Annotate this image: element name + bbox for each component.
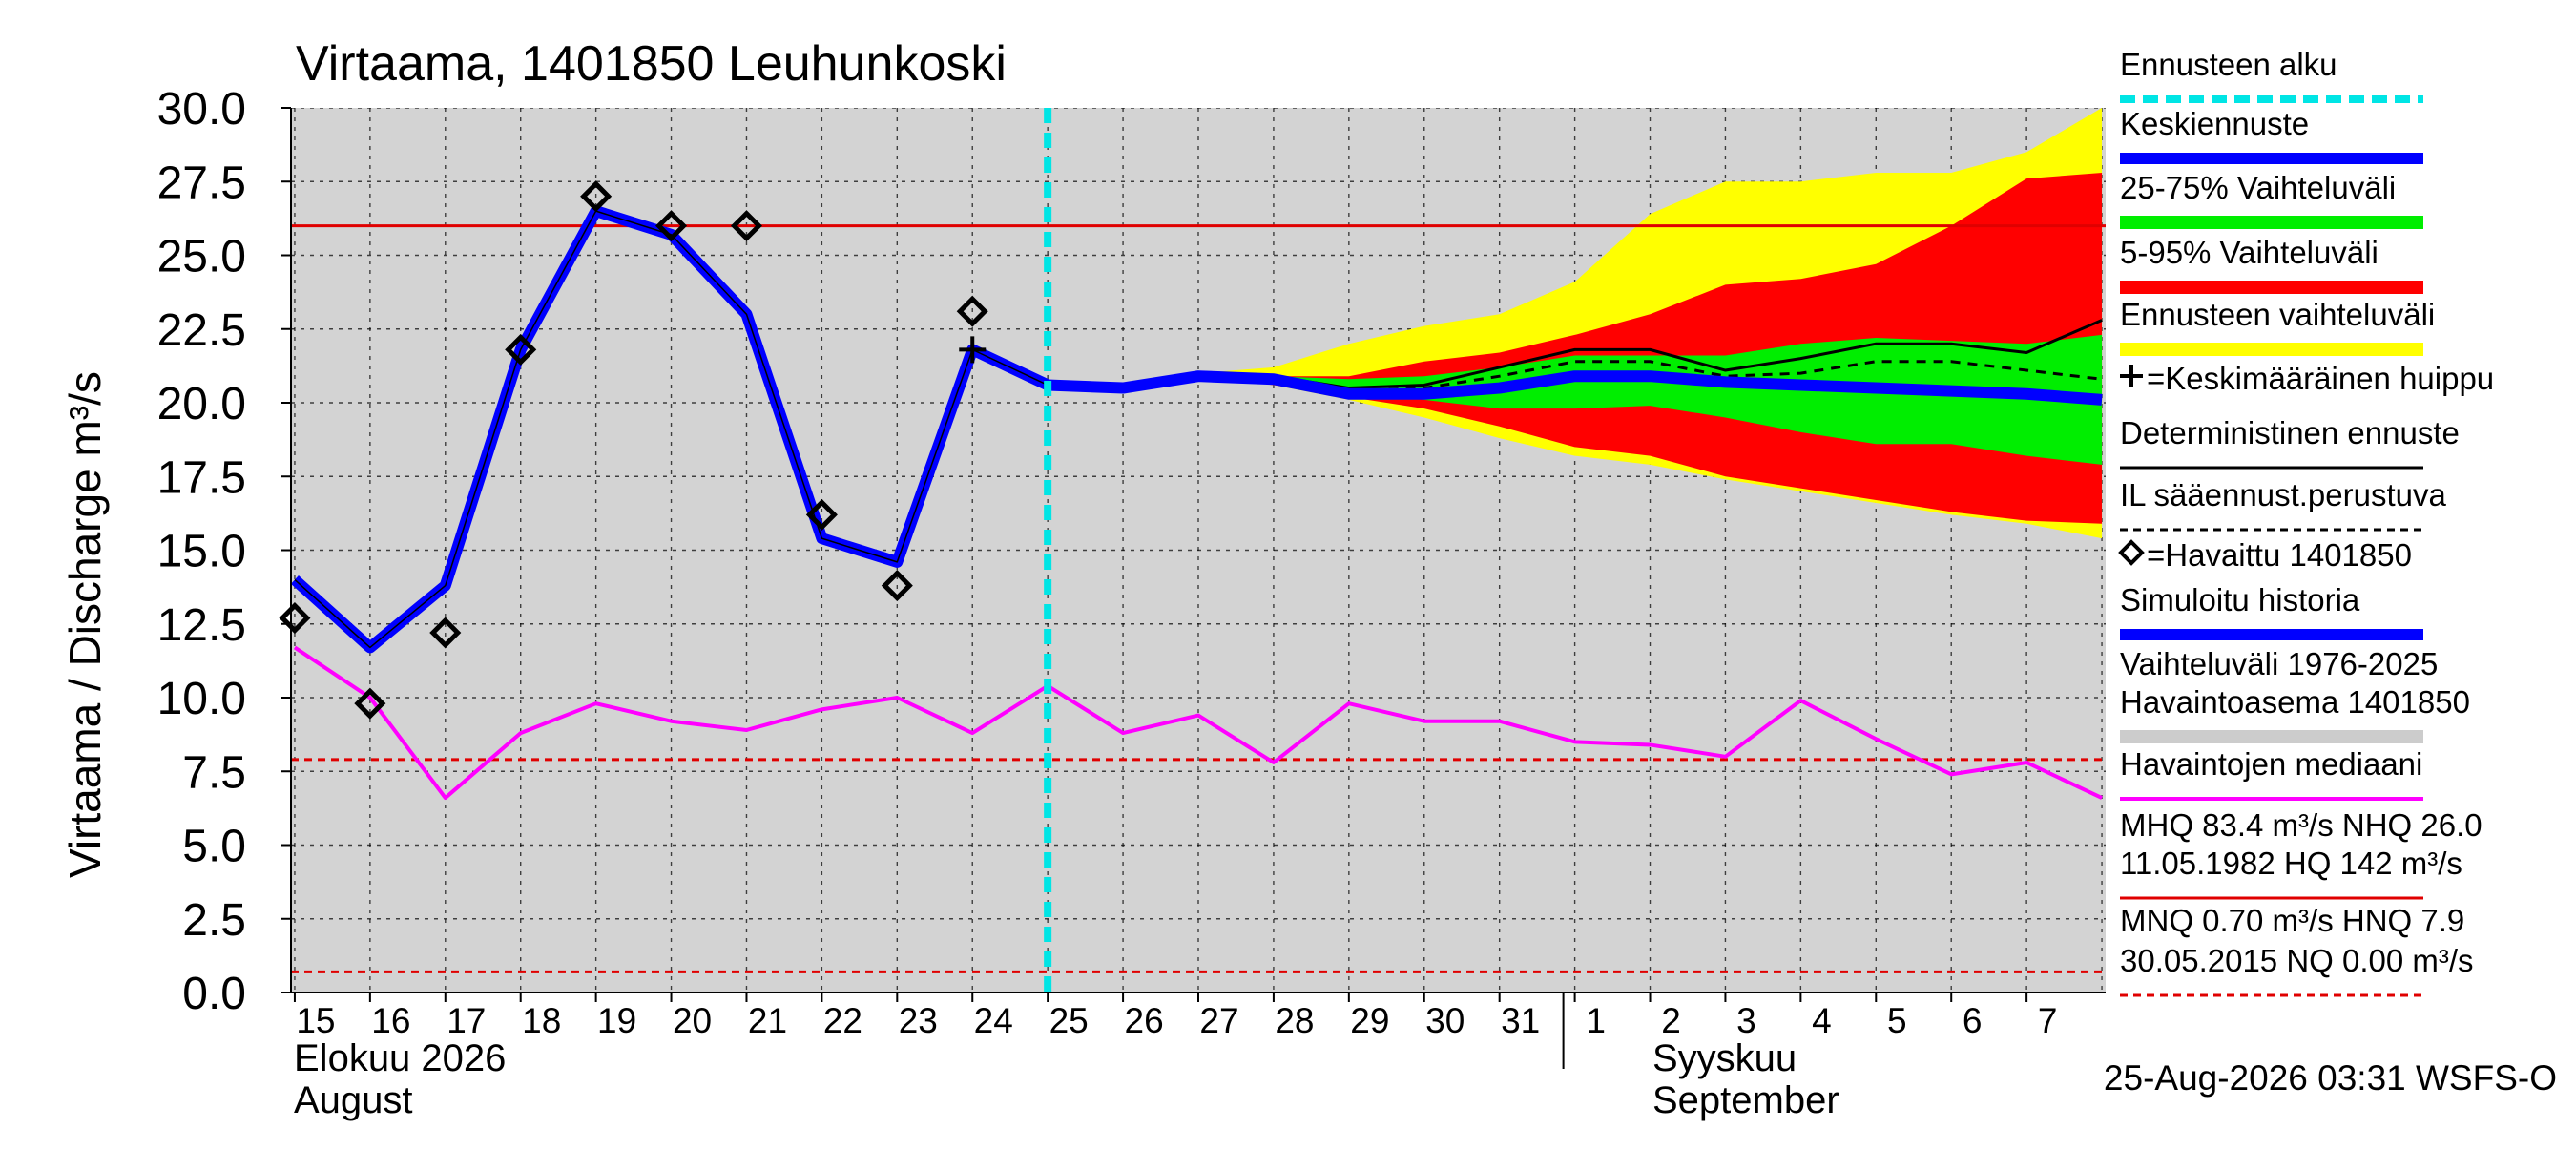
x-tick-label: 29: [1350, 1001, 1389, 1040]
legend-label: Keskiennuste: [2120, 106, 2309, 141]
x-tick-label: 28: [1275, 1001, 1314, 1040]
observed-point: [279, 602, 311, 635]
x-tick-label: 15: [296, 1001, 335, 1040]
y-tick-label: 12.5: [157, 600, 246, 651]
observed-point: [354, 687, 386, 720]
y-tick-label: 10.0: [157, 674, 246, 724]
y-tick-label: 2.5: [182, 895, 246, 946]
x-tick-label: 20: [673, 1001, 712, 1040]
observed-point: [956, 295, 988, 327]
x-tick-label: 23: [899, 1001, 938, 1040]
observed-point: [881, 570, 913, 602]
x-tick-label: 6: [1963, 1001, 1983, 1040]
legend-swatch: [2120, 365, 2143, 387]
legend-label: Ennusteen vaihteluväli: [2120, 297, 2435, 332]
month-label-1-en: August: [294, 1079, 413, 1121]
x-tick-label: 30: [1425, 1001, 1465, 1040]
legend-label: Havaintojen mediaani: [2120, 746, 2422, 782]
y-tick-label: 15.0: [157, 527, 246, 577]
x-tick-label: 25: [1049, 1001, 1089, 1040]
x-tick-label: 31: [1501, 1001, 1540, 1040]
band-25-75: [1198, 334, 2103, 465]
month-label-2-en: September: [1652, 1079, 1839, 1121]
observed-point: [580, 180, 613, 213]
legend-label: 11.05.1982 HQ 142 m³/s: [2120, 846, 2462, 881]
x-tick-label: 21: [748, 1001, 787, 1040]
x-tick-label: 18: [522, 1001, 561, 1040]
x-tick-label: 16: [371, 1001, 410, 1040]
legend-label: =Keskimääräinen huippu: [2147, 361, 2494, 396]
y-tick-label: 25.0: [157, 232, 246, 282]
mean-peak-marker: [959, 336, 987, 364]
x-tick-label: 2: [1661, 1001, 1681, 1040]
legend-label: IL sääennust.perustuva: [2120, 477, 2446, 512]
legend-label: 30.05.2015 NQ 0.00 m³/s: [2120, 943, 2474, 978]
month-label-1: Elokuu 2026: [294, 1037, 506, 1079]
x-tick-label: 24: [974, 1001, 1013, 1040]
legend: Ennusteen alku Keskiennuste 25-75% Vaihtel…: [2118, 47, 2494, 997]
y-tick-label: 7.5: [182, 747, 246, 798]
legend-label: Vaihteluväli 1976-2025: [2120, 646, 2438, 681]
y-tick-label: 30.0: [157, 84, 246, 135]
legend-label: 5-95% Vaihteluväli: [2120, 235, 2379, 270]
legend-label: 25-75% Vaihteluväli: [2120, 170, 2396, 205]
x-tick-label: 3: [1736, 1001, 1756, 1040]
x-tick-label: 22: [823, 1001, 862, 1040]
x-tick-label: 27: [1199, 1001, 1238, 1040]
y-tick-label: 0.0: [182, 969, 246, 1019]
y-tick-label: 20.0: [157, 379, 246, 429]
legend-label: MNQ 0.70 m³/s HNQ 7.9: [2120, 903, 2464, 938]
x-tick-label: 17: [447, 1001, 486, 1040]
plot-inner: [291, 108, 2106, 993]
x-tick-label: 4: [1812, 1001, 1832, 1040]
observed-point: [429, 617, 462, 649]
legend-swatch: [2118, 539, 2145, 566]
mean-forecast-line: [1047, 370, 2103, 406]
x-tick-label: 19: [597, 1001, 636, 1040]
legend-label: =Havaittu 1401850: [2147, 537, 2412, 573]
axes: 0.0 2.5 5.0 7.5 10.0 12.5 15.0 17.5 20.0 22.5 25.0…: [157, 84, 2106, 1121]
legend-label: Deterministinen ennuste: [2120, 415, 2460, 450]
legend-label: Simuloitu historia: [2120, 582, 2360, 617]
observed-point: [730, 210, 763, 242]
observed-point: [505, 333, 537, 366]
x-tick-label: 1: [1586, 1001, 1606, 1040]
simulated-history-core: [294, 210, 1049, 649]
y-tick-label: 22.5: [157, 305, 246, 356]
observed-point: [655, 210, 688, 242]
y-tick-label: 17.5: [157, 452, 246, 503]
x-tick-label: 5: [1887, 1001, 1907, 1040]
plot-area: [279, 108, 2106, 993]
y-tick-label: 5.0: [182, 822, 246, 872]
legend-label: Havaintoasema 1401850: [2120, 684, 2470, 720]
legend-label: Ennusteen alku: [2120, 47, 2337, 82]
observed-point: [805, 498, 838, 531]
legend-label: MHQ 83.4 m³/s NHQ 26.0: [2120, 807, 2483, 843]
chart-title: Virtaama, 1401850 Leuhunkoski: [296, 36, 1007, 92]
y-axis-label: Virtaama / Discharge m³/s: [60, 371, 110, 878]
month-label-2: Syyskuu: [1652, 1037, 1797, 1079]
median-line: [293, 645, 2103, 801]
y-tick-label: 27.5: [157, 157, 246, 208]
x-tick-label: 26: [1125, 1001, 1164, 1040]
footer-timestamp: 25-Aug-2026 03:31 WSFS-O: [2104, 1058, 2557, 1098]
x-tick-label: 7: [2038, 1001, 2058, 1040]
